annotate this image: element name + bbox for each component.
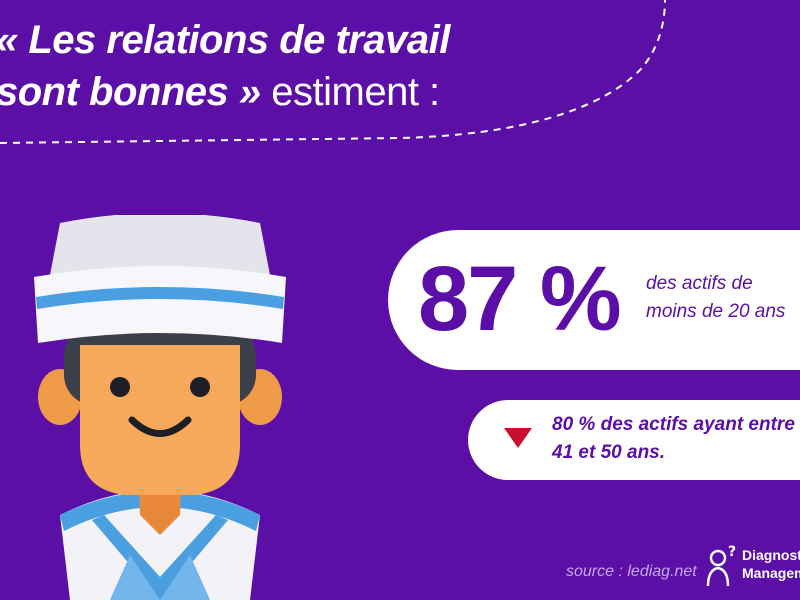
title-rest: estiment :: [260, 70, 440, 114]
title-line-2: sont bonnes » estiment :: [0, 66, 556, 118]
brand-line-2: Management: [742, 565, 800, 581]
source-credit: source : lediag.net: [566, 563, 697, 580]
svg-text:?!: ?!: [728, 544, 738, 560]
title-emphasis: sont bonnes »: [0, 70, 261, 114]
person-question-icon: ?!: [706, 544, 738, 587]
sailor-illustration: [34, 215, 286, 600]
comparison-line-1: 80 % des actifs ayant entre: [552, 414, 795, 435]
brand-logo-text: Diagnostic Management: [742, 546, 800, 582]
page-title: « Les relations de travail sont bonnes »…: [0, 14, 556, 118]
down-triangle-icon: [504, 428, 532, 448]
title-line-1: « Les relations de travail: [0, 14, 556, 66]
dashed-curve-decoration: [0, 0, 666, 144]
comparison-text: 80 % des actifs ayant entre 41 et 50 ans…: [552, 411, 800, 467]
main-stat-value: 87 %: [418, 248, 622, 350]
comparison-card: 80 % des actifs ayant entre 41 et 50 ans…: [468, 400, 800, 480]
main-stat-desc-line-1: des actifs de: [646, 273, 753, 294]
title-quote: « Les relations de travail: [0, 18, 450, 62]
main-stat-desc-line-2: moins de 20 ans: [646, 301, 786, 322]
brand-line-1: Diagnostic: [742, 547, 800, 563]
comparison-line-2: 41 et 50 ans.: [552, 442, 666, 463]
main-stat-description: des actifs de moins de 20 ans: [646, 270, 800, 326]
main-stat-card: 87 % des actifs de moins de 20 ans: [388, 230, 800, 370]
